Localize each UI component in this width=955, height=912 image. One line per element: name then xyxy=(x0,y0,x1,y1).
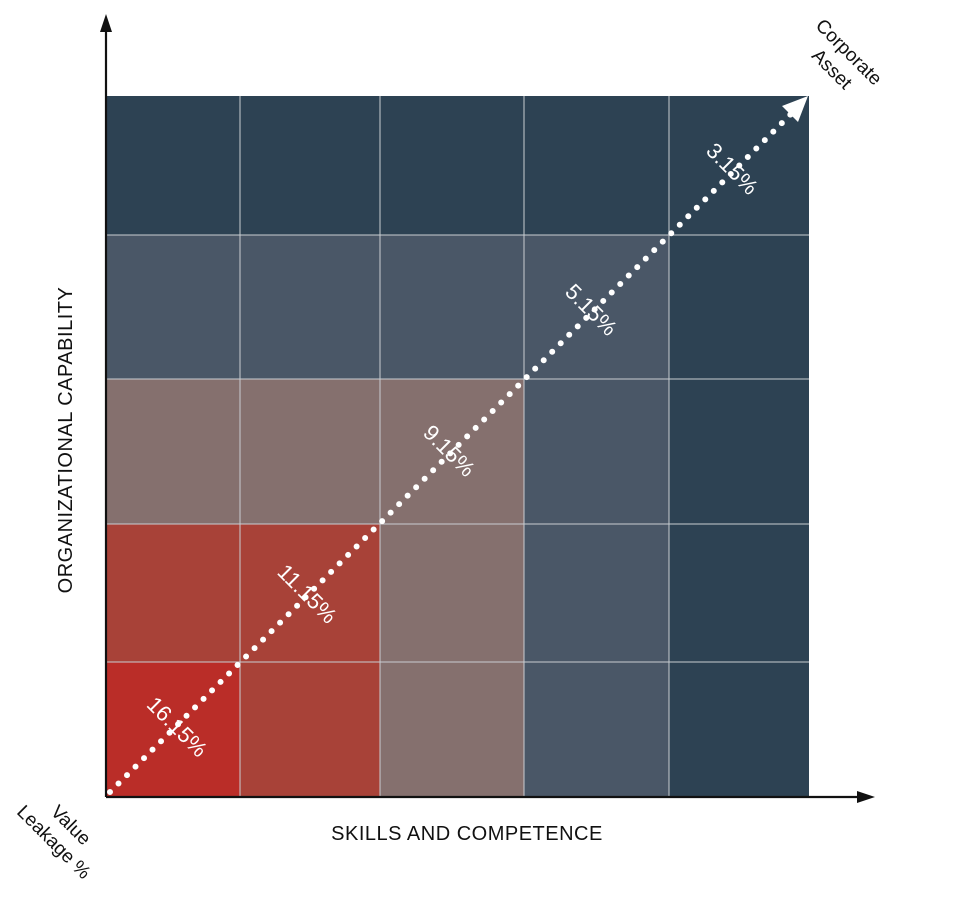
grid-cell-r1-c4 xyxy=(524,96,669,235)
capability-grid xyxy=(106,96,809,797)
grid-cell-r1-c3 xyxy=(380,96,524,235)
grid-cell-r4-c5 xyxy=(669,524,809,662)
grid-cell-r2-c5 xyxy=(669,235,809,379)
grid-cell-r4-c3 xyxy=(380,524,524,662)
grid-lines xyxy=(106,96,809,797)
y-axis-arrowhead xyxy=(100,14,112,32)
grid-cell-r4-c4 xyxy=(524,524,669,662)
grid-cell-r3-c2 xyxy=(240,379,380,524)
grid-cell-r5-c4 xyxy=(524,662,669,797)
x-axis-label: SKILLS AND COMPETENCE xyxy=(331,823,603,845)
y-axis-label-group: ORGANIZATIONAL CAPABILITY xyxy=(55,287,77,594)
value-leakage-label: Value Leakage % xyxy=(12,802,94,884)
grid-cell-r1-c2 xyxy=(240,96,380,235)
grid-cell-r4-c1 xyxy=(106,524,240,662)
grid-cell-r3-c1 xyxy=(106,379,240,524)
grid-cell-r3-c5 xyxy=(669,379,809,524)
grid-cell-r5-c3 xyxy=(380,662,524,797)
grid-cell-r2-c1 xyxy=(106,235,240,379)
diagonal-trend-arrow xyxy=(107,109,796,795)
corporate-asset-label: Corporate Asset xyxy=(807,15,885,94)
x-axis-arrowhead xyxy=(857,791,875,803)
y-axis-label: ORGANIZATIONAL CAPABILITY xyxy=(55,287,77,594)
grid-cell-r2-c2 xyxy=(240,235,380,379)
grid-cell-r5-c5 xyxy=(669,662,809,797)
diagonal-arrowhead xyxy=(782,96,808,122)
grid-cell-r2-c3 xyxy=(380,235,524,379)
grid-cell-r5-c2 xyxy=(240,662,380,797)
grid-cell-r1-c1 xyxy=(106,96,240,235)
grid-cell-r3-c4 xyxy=(524,379,669,524)
